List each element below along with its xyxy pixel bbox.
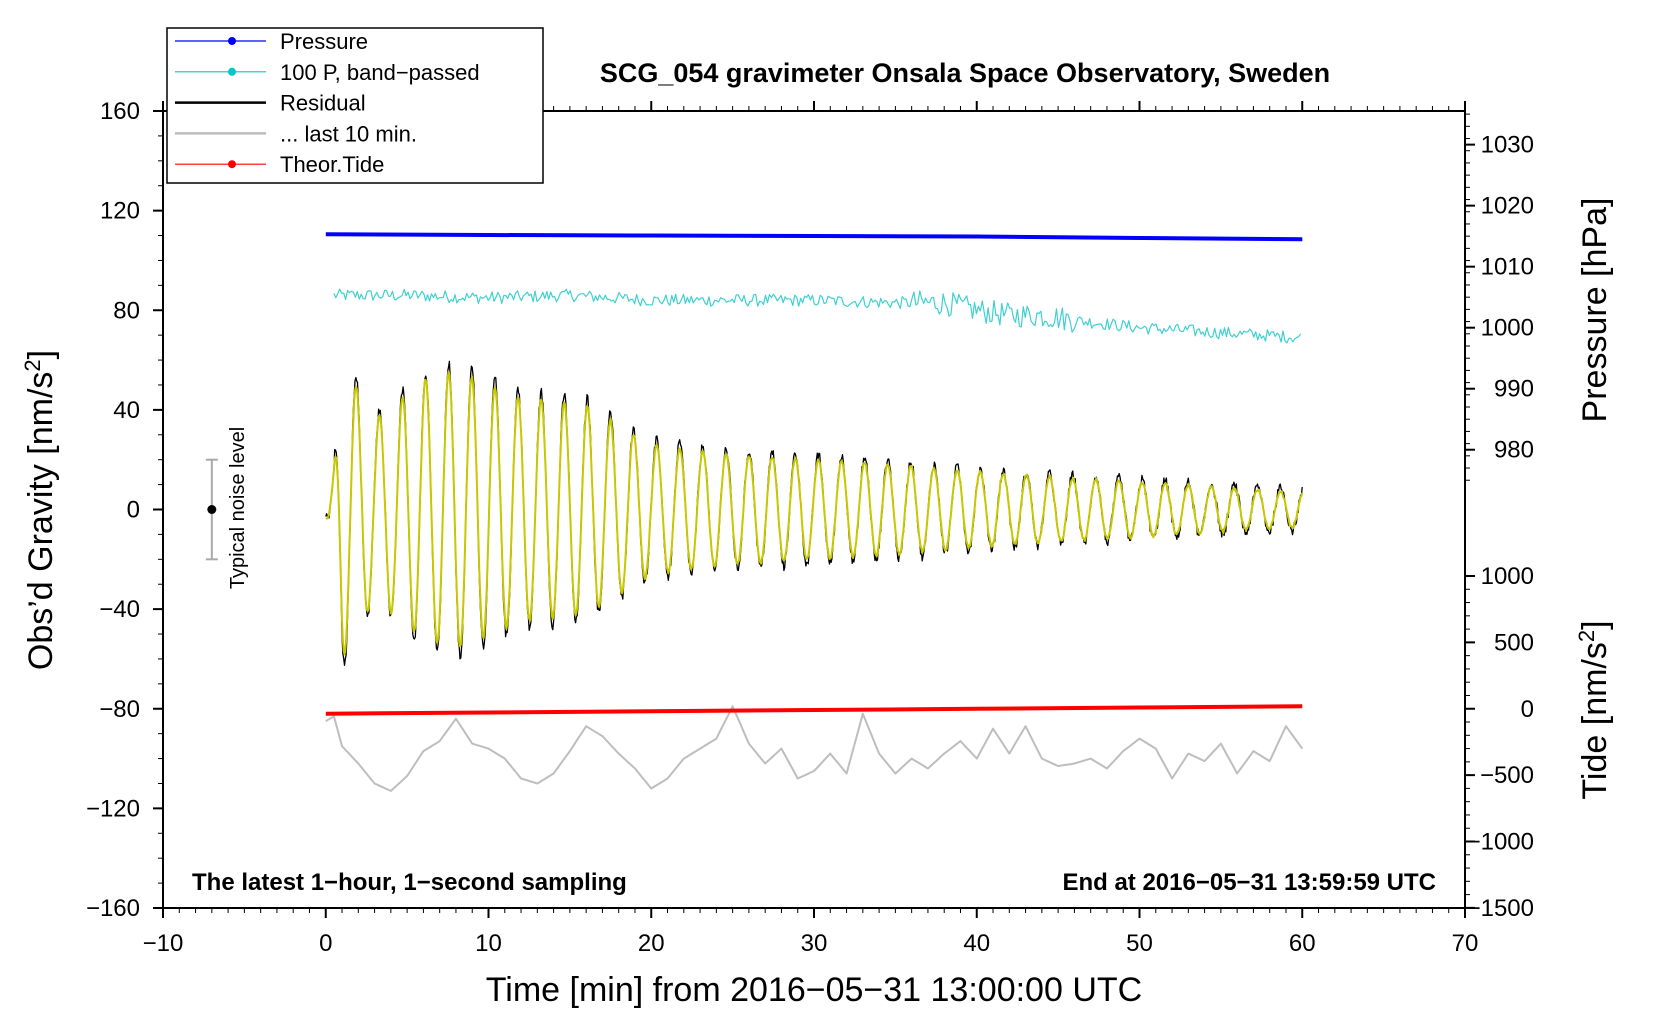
tide-axis-title-close: ]: [1576, 620, 1614, 629]
x-tick-label: 50: [1126, 930, 1153, 957]
legend-label: 100 P, band−passed: [280, 60, 480, 85]
y-axis-title: Obs’d Gravity [nm/s2]: [20, 350, 61, 670]
pressure-tick-label: 1020: [1481, 193, 1534, 220]
noise-center-dot: [207, 505, 217, 514]
pressure-axis-title: Pressure [hPa]: [1576, 198, 1614, 423]
annotation-right: End at 2016−05−31 13:59:59 UTC: [1062, 869, 1436, 896]
tide-axis-title-sup: 2: [1574, 630, 1599, 642]
legend-label: Residual: [280, 91, 366, 116]
chart-title: SCG_054 gravimeter Onsala Space Observat…: [600, 58, 1330, 88]
legend-marker: [228, 160, 236, 169]
legend: Pressure 100 P, band−passed Residual ... la…: [166, 27, 544, 184]
y-tick-label: −80: [99, 696, 140, 723]
legend-marker: [228, 67, 236, 76]
tide-axis-title: Tide [nm/s2]: [1574, 620, 1615, 799]
x-tick-label: 0: [319, 930, 332, 957]
y-tick-label: −40: [99, 596, 140, 623]
tide-tick-label: 0: [1521, 696, 1534, 723]
plot-frame: [162, 110, 1466, 909]
x-tick-label: 20: [638, 930, 665, 957]
series-band-limited: [325, 370, 1304, 656]
x-tick-label: 70: [1452, 930, 1479, 957]
x-tick-label: 30: [801, 930, 828, 957]
tide-tick-label: −1500: [1467, 895, 1534, 922]
pressure-tick-label: 1030: [1481, 132, 1534, 159]
y-tick-label: 80: [113, 297, 140, 324]
tick-marks: −10 0 10 20 30 40 50 60 70−160−120−80−4004080120…: [86, 98, 1534, 957]
tide-axis-title-main: Tide [nm/s: [1576, 642, 1614, 799]
series-band-passed-pressure: [333, 288, 1302, 344]
x-tick-label: 60: [1289, 930, 1316, 957]
x-axis-title: Time [min] from 2016−05−31 13:00:00 UTC: [486, 971, 1142, 1009]
pressure-tick-label: 1000: [1481, 315, 1534, 342]
y-tick-label: 0: [127, 497, 140, 524]
tide-tick-label: −500: [1480, 762, 1534, 789]
y-tick-label: −120: [86, 795, 140, 822]
noise-label: Typical noise level: [227, 427, 249, 589]
y-axis-title-sup: 2: [20, 359, 45, 371]
y-tick-label: 40: [113, 397, 140, 424]
legend-marker: [228, 37, 236, 45]
annotation-left: The latest 1−hour, 1−second sampling: [192, 869, 627, 896]
series-theor-tide: [325, 704, 1303, 716]
y-tick-label: 160: [100, 98, 140, 125]
x-tick-label: −10: [143, 930, 184, 957]
y-axis-title-close: ]: [22, 350, 60, 359]
pressure-tick-label: 1010: [1481, 254, 1534, 281]
x-tick-label: 40: [963, 930, 990, 957]
legend-box: [166, 27, 544, 184]
y-tick-label: −160: [86, 895, 140, 922]
legend-label: ... last 10 min.: [280, 121, 417, 146]
series-last-10-min: [325, 705, 1304, 792]
legend-label: Theor.Tide: [280, 152, 384, 177]
pressure-tick-label: 980: [1494, 437, 1534, 464]
y-tick-label: 120: [100, 198, 140, 225]
series-pressure: [325, 232, 1303, 242]
noise-level-indicator: [205, 458, 218, 561]
data-series: [325, 232, 1304, 792]
tide-tick-label: 500: [1494, 629, 1534, 656]
pressure-tick-label: 990: [1494, 376, 1534, 403]
x-tick-label: 10: [475, 930, 502, 957]
legend-label: Pressure: [280, 29, 368, 54]
tide-tick-label: 1000: [1481, 563, 1534, 590]
tide-tick-label: −1000: [1467, 829, 1534, 856]
y-axis-title-main: Obs’d Gravity [nm/s: [22, 372, 60, 671]
